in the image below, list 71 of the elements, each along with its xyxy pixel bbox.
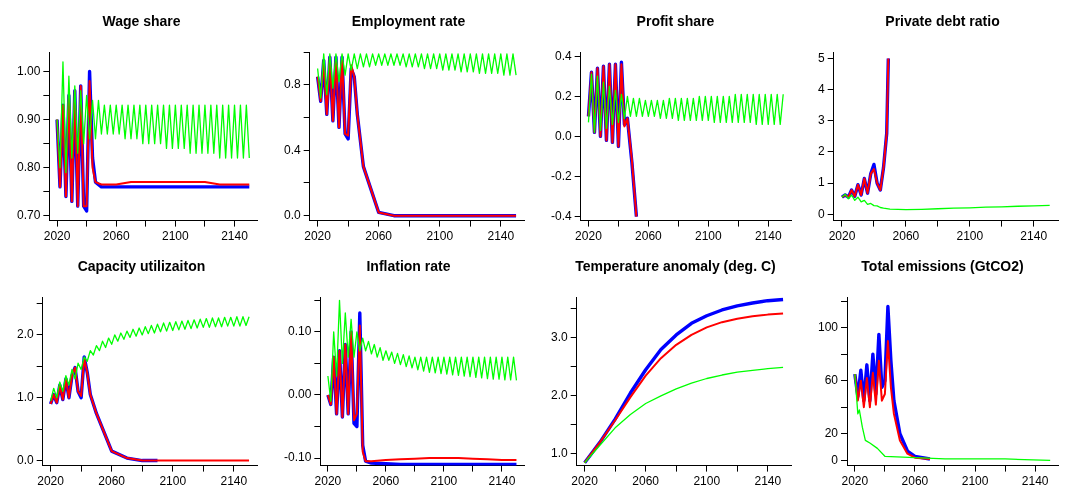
x-tick-label: 2020 [314,474,342,489]
y-tick-label: -0.10 [283,450,312,465]
x-tick-label: 2020 [37,474,65,489]
x-tick-label: 2100 [693,474,721,489]
y-tick-label: 0.2 [554,88,572,103]
x-tick-label: 2100 [426,229,454,244]
x-tick-label: 2140 [488,474,516,489]
chart-title: Capacity utilizaiton [77,257,206,276]
y-tick-label: 0.4 [283,142,301,157]
y-tick-label: -0.4 [550,208,572,223]
y-tick-label: 1.0 [550,446,568,461]
x-tick-label: 2100 [162,229,190,244]
y-tick-label: 2.0 [16,327,34,342]
chart-title: Profit share [636,12,715,31]
chart-title: Temperature anomaly (deg. C) [575,257,776,276]
chart-title: Wage share [102,12,181,31]
x-tick-label: 2140 [221,229,249,244]
y-tick-label: 1.00 [17,63,41,78]
x-tick-label: 2020 [43,229,71,244]
y-tick-label: 1 [817,175,825,190]
x-tick-label: 2020 [571,474,599,489]
y-tick-label: 0.0 [16,452,34,467]
y-tick-label: 3 [817,113,825,128]
x-tick-label: 2020 [841,474,869,489]
chart-title: Private debt ratio [885,12,1000,31]
x-tick-label: 2060 [635,229,663,244]
y-tick-label: 0 [817,206,825,221]
x-tick-label: 2100 [961,474,989,489]
x-tick-label: 2140 [754,229,782,244]
x-tick-label: 2100 [956,229,984,244]
x-tick-label: 2060 [372,474,400,489]
y-tick-label: 0.00 [287,387,312,402]
x-tick-label: 2100 [694,229,722,244]
y-tick-label: 0 [831,452,839,467]
x-tick-label: 2140 [754,474,782,489]
chart-title: Total emissions (GtCO2) [861,257,1024,276]
y-tick-label: 100 [817,320,839,335]
y-tick-label: -0.2 [550,168,572,183]
y-tick-label: 60 [824,373,839,388]
chart-title: Employment rate [351,12,466,31]
x-tick-label: 2140 [1021,474,1049,489]
x-tick-label: 2140 [220,474,248,489]
y-tick-label: 0.10 [287,324,312,339]
chart-title: Inflation rate [366,257,451,276]
y-tick-label: 20 [824,426,839,441]
x-tick-label: 2060 [102,229,130,244]
y-tick-label: 3.0 [550,330,568,345]
y-tick-label: 0.4 [554,48,572,63]
y-tick-label: 0.70 [17,208,41,223]
y-tick-label: 0.90 [17,111,41,126]
y-tick-label: 4 [817,81,825,96]
y-tick-label: 0.0 [554,128,572,143]
x-tick-label: 2100 [159,474,187,489]
x-tick-label: 2020 [575,229,603,244]
y-tick-label: 5 [817,50,825,65]
x-tick-label: 2060 [892,229,920,244]
y-tick-label: 2 [817,144,825,159]
x-tick-label: 2060 [98,474,126,489]
x-tick-label: 2020 [304,229,332,244]
x-tick-label: 2140 [487,229,515,244]
x-tick-label: 2060 [365,229,393,244]
x-tick-label: 2060 [901,474,929,489]
x-tick-label: 2060 [632,474,660,489]
x-tick-label: 2100 [430,474,458,489]
y-tick-label: 0.80 [17,159,41,174]
y-tick-label: 1.0 [16,390,34,405]
x-tick-label: 2140 [1020,229,1048,244]
y-tick-label: 2.0 [550,388,568,403]
y-tick-label: 0.0 [283,208,301,223]
x-tick-label: 2020 [828,229,856,244]
y-tick-label: 0.8 [283,77,301,92]
